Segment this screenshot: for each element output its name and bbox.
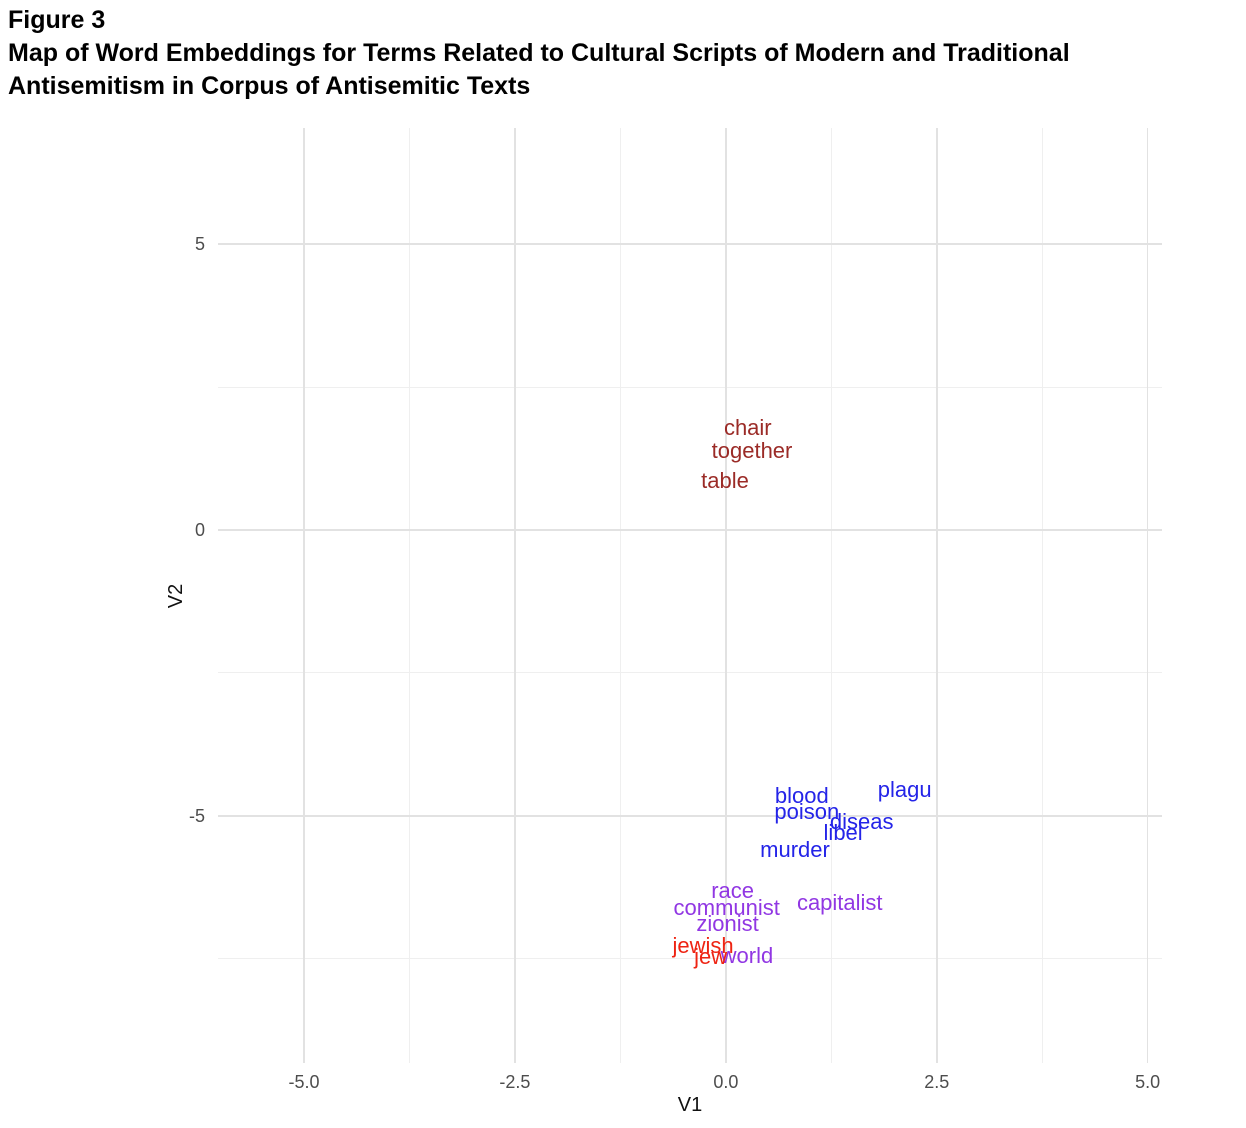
- x-minor-gridline: [408, 128, 410, 1063]
- x-minor-gridline: [619, 128, 621, 1063]
- word-label-table: table: [701, 467, 749, 493]
- y-major-gridline: [218, 243, 1162, 245]
- x-major-gridline: [303, 128, 305, 1063]
- word-label-blood: blood: [774, 782, 829, 808]
- y-tick-label: 0: [194, 520, 205, 541]
- word-label-world: world: [720, 943, 774, 969]
- word-label-diseas: diseas: [829, 808, 894, 834]
- y-minor-gridline: [218, 672, 1162, 674]
- y-minor-gridline: [218, 958, 1162, 960]
- y-minor-gridline: [218, 386, 1162, 388]
- word-label-zionist: zionist: [696, 911, 759, 937]
- word-label-race: race: [711, 877, 754, 903]
- x-minor-gridline: [1041, 128, 1043, 1063]
- x-tick-label: 5.0: [1135, 1072, 1161, 1092]
- word-label-together: together: [711, 438, 793, 464]
- x-axis-title: V1: [677, 1094, 703, 1116]
- figure-header: Figure 3 Map of Word Embeddings for Term…: [8, 4, 1230, 103]
- word-label-jewish: jewish: [672, 932, 734, 958]
- x-major-gridline: [514, 128, 516, 1063]
- word-label-chair: chair: [723, 415, 772, 441]
- x-minor-gridline: [830, 128, 832, 1063]
- word-label-poison: poison: [774, 798, 840, 824]
- x-tick-label: 2.5: [924, 1072, 950, 1092]
- word-label-capitalist: capitalist: [796, 889, 883, 915]
- word-label-plagu: plagu: [877, 777, 932, 803]
- x-tick-label: 0.0: [713, 1072, 739, 1092]
- y-axis-title: V2: [165, 583, 187, 608]
- figure-label: Figure 3: [8, 6, 106, 34]
- y-tick-label: 5: [194, 234, 205, 255]
- x-tick-label: -5.0: [288, 1072, 320, 1092]
- x-major-gridline: [936, 128, 938, 1063]
- word-label-murder: murder: [760, 836, 830, 862]
- figure-title-line-1: Map of Word Embeddings for Terms Related…: [8, 39, 1070, 67]
- y-tick-label: -5: [188, 805, 205, 826]
- x-tick-label: -2.5: [499, 1072, 531, 1092]
- plot-panel: [218, 128, 1162, 1063]
- y-major-gridline: [218, 815, 1162, 817]
- x-major-gridline: [725, 128, 727, 1063]
- word-label-communist: communist: [673, 895, 780, 921]
- word-label-jew: jew: [694, 944, 728, 970]
- y-major-gridline: [218, 529, 1162, 531]
- figure-title-line-2: Antisemitism in Corpus of Antisemitic Te…: [8, 72, 531, 100]
- x-major-gridline: [1146, 128, 1149, 1063]
- word-label-libel: libel: [823, 820, 863, 846]
